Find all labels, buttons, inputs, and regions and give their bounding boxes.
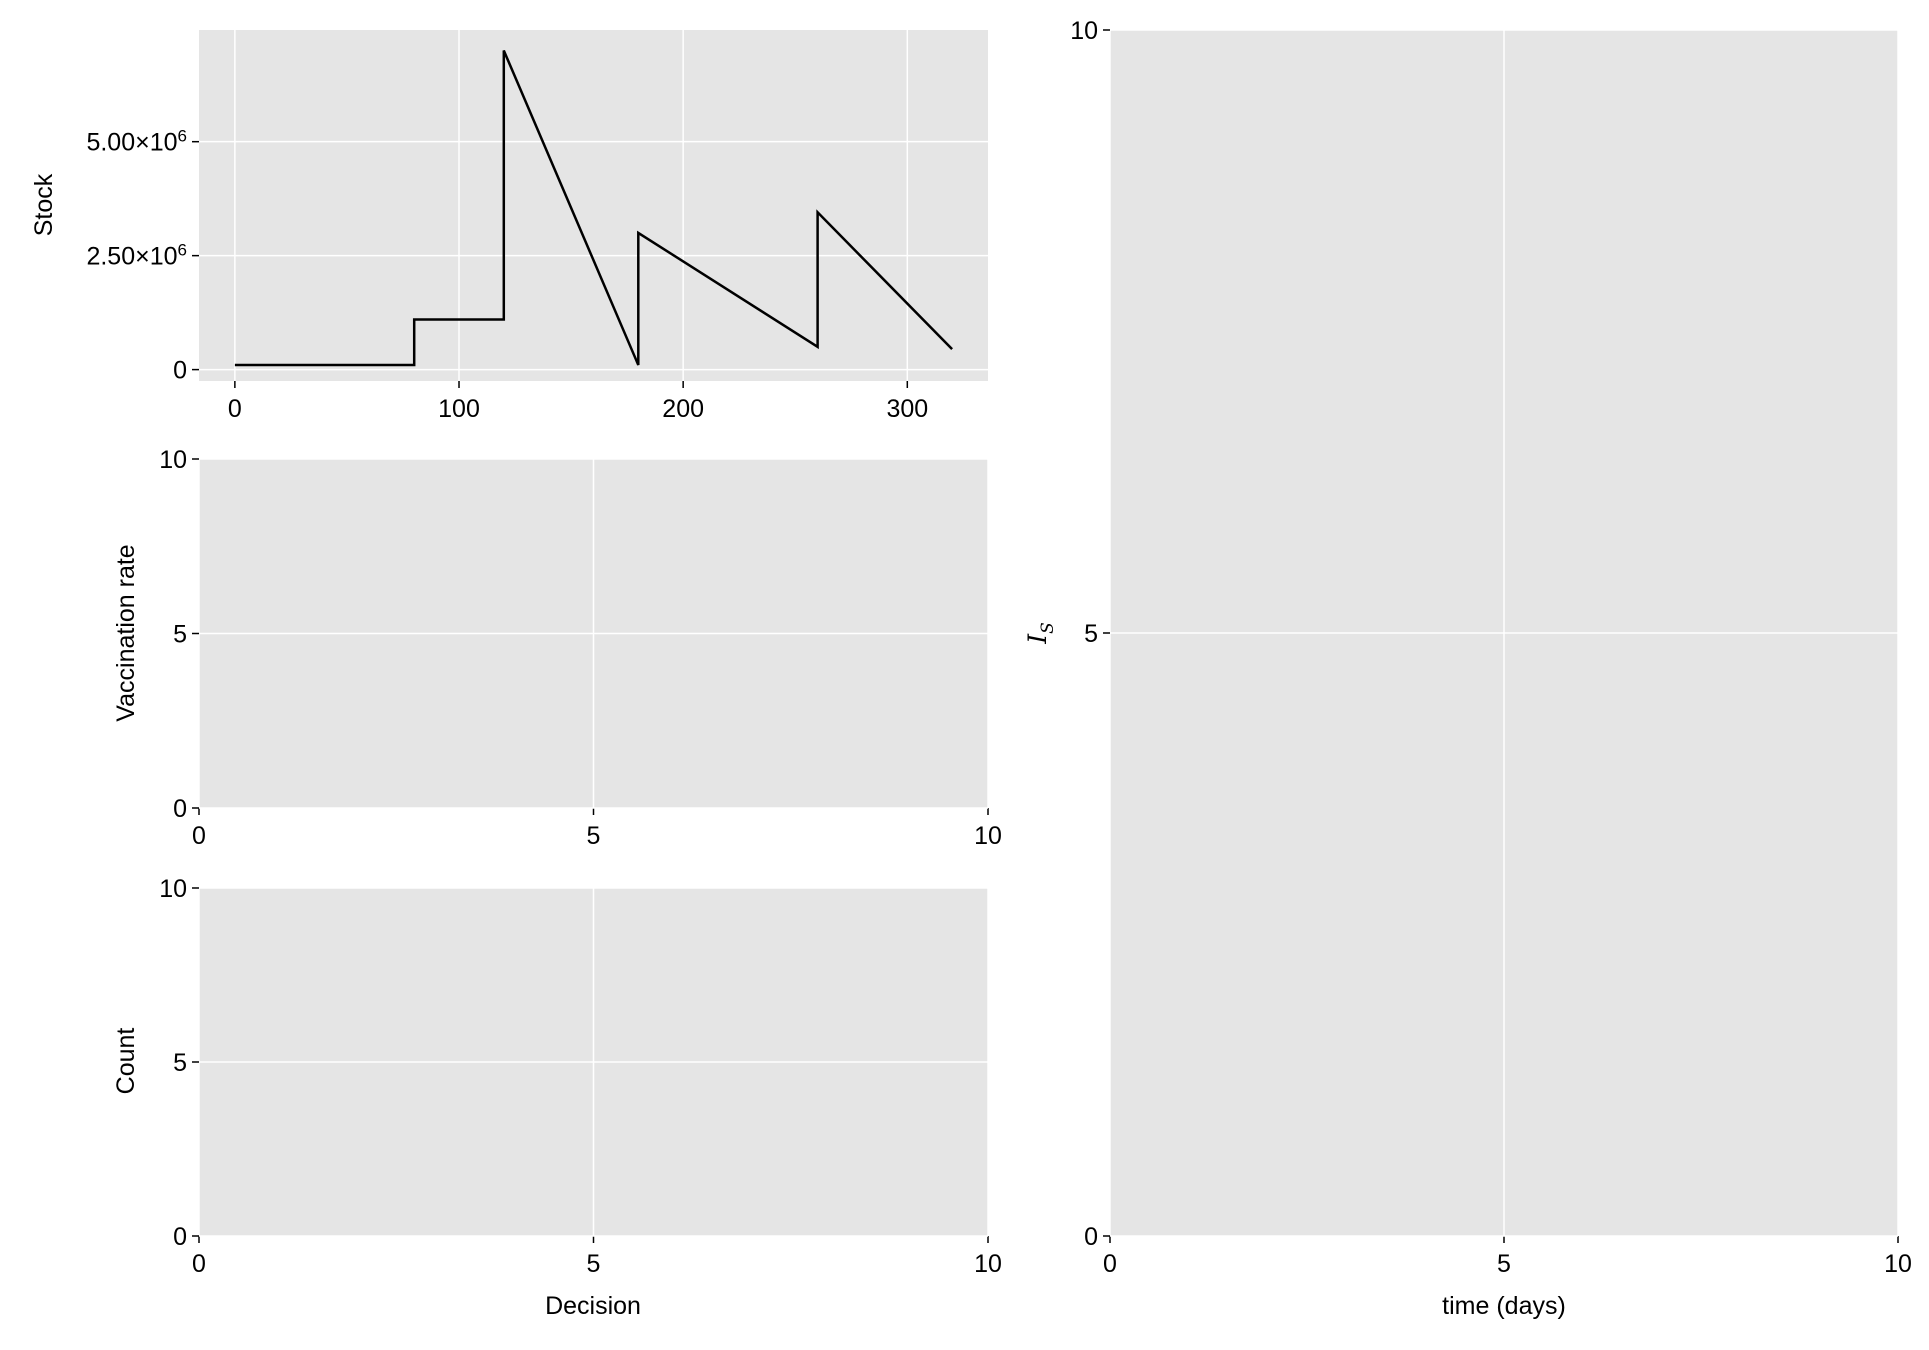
stock-xtick-label: 100: [438, 395, 480, 423]
infected-ylabel-main: I: [1023, 633, 1052, 645]
count-ytick-label: 5: [173, 1049, 187, 1077]
infected-xtick-label: 0: [1103, 1250, 1117, 1278]
infected-ytick-label: 0: [1084, 1223, 1098, 1251]
stock-ytick-exponent: 6: [178, 127, 187, 146]
vaccination-rate-xtick-label: 10: [974, 822, 1002, 850]
stock-ytick-mantissa: 5.00×10: [86, 129, 177, 157]
infected-xlabel: time (days): [1442, 1292, 1566, 1320]
infected-xtick-label: 5: [1497, 1250, 1511, 1278]
count-xlabel: Decision: [545, 1292, 641, 1320]
count-xtick-label: 0: [192, 1250, 206, 1278]
infected-ytick-label: 5: [1084, 620, 1098, 648]
vaccination-rate-ytick-label: 10: [159, 446, 187, 474]
stock-series-line: [234, 50, 953, 367]
stock-ytick-label: 5.00×106: [86, 127, 187, 157]
infected-xtick-label: 10: [1884, 1250, 1912, 1278]
stock-ylabel: Stock: [30, 173, 58, 236]
vaccination-rate-xtick-label: 0: [192, 822, 206, 850]
stock-xtick-label: 0: [228, 395, 242, 423]
count-xtick-label: 10: [974, 1250, 1002, 1278]
count-ytick-label: 0: [173, 1223, 187, 1251]
infected-ytick-label: 10: [1070, 17, 1098, 45]
vaccination-rate-xtick-label: 5: [587, 822, 601, 850]
stock-ytick-mantissa: 2.50×10: [86, 243, 177, 271]
stock-xtick-label: 300: [886, 395, 928, 423]
stock-ytick-mantissa: 0: [173, 357, 187, 385]
infected-panel: 0 5 10 0 5 10: [1070, 17, 1912, 1278]
vaccination-rate-ytick-label: 0: [173, 795, 187, 823]
stock-xtick-label: 200: [662, 395, 704, 423]
stock-plot-area: [199, 30, 988, 381]
count-panel: 0 5 10 0 5 10: [159, 875, 1002, 1278]
stock-ytick-label: 0: [173, 357, 187, 385]
count-ylabel: Count: [112, 1028, 140, 1095]
count-xtick-label: 5: [587, 1250, 601, 1278]
vaccination-rate-ylabel: Vaccination rate: [112, 544, 140, 721]
vaccination-rate-ytick-label: 5: [173, 621, 187, 649]
infected-ylabel-subscript: S: [1038, 622, 1058, 634]
stock-ytick-exponent: 6: [178, 241, 187, 260]
infected-ylabel: IS: [1023, 622, 1058, 645]
count-ytick-label: 10: [159, 875, 187, 903]
stock-ytick-label: 2.50×106: [86, 241, 187, 271]
vaccination-rate-panel: 0 5 10 0 5 10: [159, 446, 1002, 850]
